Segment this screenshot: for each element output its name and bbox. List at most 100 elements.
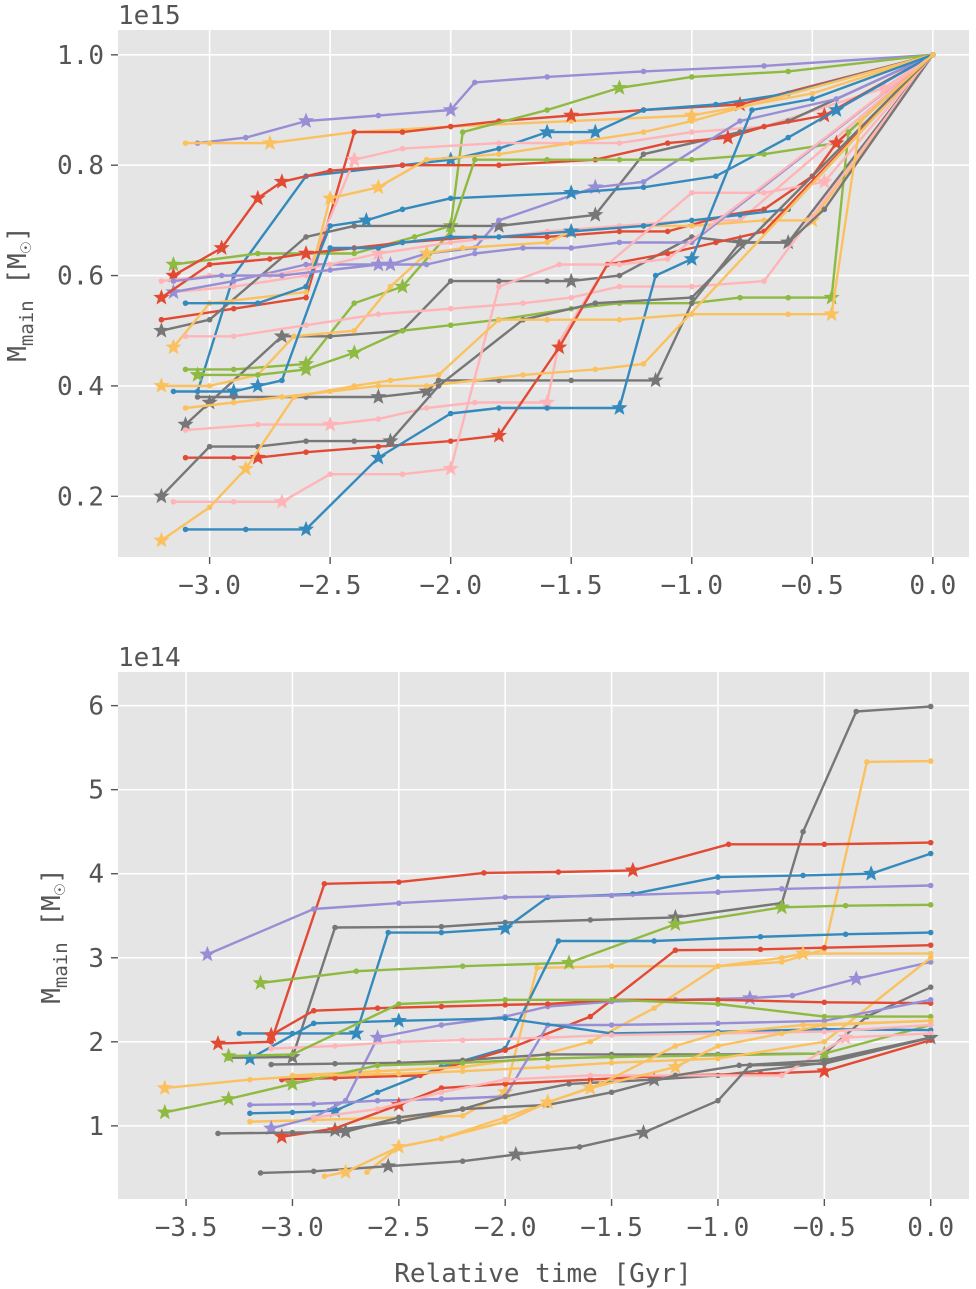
point-marker — [544, 278, 550, 284]
point-marker — [821, 1039, 828, 1045]
star-marker — [539, 123, 556, 139]
point-marker — [688, 223, 695, 229]
star-marker — [165, 256, 182, 272]
point-marker — [332, 924, 338, 931]
point-marker — [778, 1072, 785, 1079]
point-marker — [447, 305, 454, 312]
point-marker — [396, 1070, 402, 1077]
point-marker — [592, 366, 599, 373]
point-marker — [715, 1001, 721, 1007]
star-marker — [848, 970, 865, 986]
point-marker — [502, 894, 509, 901]
x-tick-label: −2.5 — [368, 1213, 431, 1243]
x-tick-label: −2.0 — [474, 1213, 537, 1243]
point-marker — [640, 151, 647, 157]
star-marker — [220, 1090, 237, 1106]
point-marker — [496, 145, 502, 152]
star-marker — [382, 432, 399, 448]
point-marker — [399, 239, 406, 246]
point-marker — [332, 1043, 338, 1049]
point-marker — [737, 118, 743, 124]
y-tick-label: 4 — [88, 860, 104, 890]
star-marker — [667, 1058, 684, 1074]
point-marker — [534, 965, 540, 971]
star-marker — [225, 383, 242, 399]
star-marker — [298, 360, 315, 377]
point-marker — [555, 869, 562, 875]
point-marker — [230, 366, 237, 373]
point-marker — [351, 383, 358, 389]
y-tick-label: 6 — [88, 692, 104, 722]
point-marker — [375, 443, 382, 450]
point-marker — [502, 1047, 509, 1054]
point-marker — [447, 278, 454, 284]
point-marker — [616, 140, 623, 146]
point-marker — [598, 1081, 604, 1087]
point-marker — [230, 499, 237, 505]
point-marker — [568, 140, 575, 146]
point-marker — [438, 1022, 445, 1028]
point-marker — [502, 1002, 509, 1008]
point-marker — [821, 1018, 828, 1024]
star-marker — [370, 449, 387, 465]
point-marker — [496, 234, 502, 240]
star-marker — [284, 1075, 301, 1091]
point-marker — [821, 1028, 828, 1035]
point-marker — [303, 438, 309, 444]
point-marker — [842, 902, 849, 909]
star-marker — [587, 178, 604, 195]
point-marker — [715, 889, 721, 896]
point-marker — [789, 992, 796, 999]
point-marker — [496, 283, 502, 290]
point-marker — [289, 1129, 296, 1136]
point-marker — [544, 1034, 551, 1041]
point-marker — [396, 1001, 402, 1007]
star-marker — [390, 1012, 407, 1028]
point-marker — [327, 245, 333, 251]
series-4 — [199, 882, 934, 962]
point-marker — [255, 421, 261, 428]
series-line — [249, 998, 931, 1107]
point-marker — [640, 184, 647, 191]
series-21 — [182, 52, 936, 433]
point-marker — [713, 239, 719, 246]
point-marker — [821, 999, 828, 1006]
star-marker — [153, 531, 170, 548]
point-marker — [303, 289, 309, 295]
point-marker — [447, 410, 454, 417]
point-marker — [291, 394, 297, 400]
y-tick-label: 1.0 — [57, 41, 104, 71]
y-tick-label: 0.8 — [57, 151, 104, 181]
point-marker — [303, 449, 309, 455]
point-marker — [268, 1045, 274, 1052]
point-marker — [459, 1158, 466, 1164]
point-marker — [927, 1030, 934, 1037]
point-marker — [374, 1106, 381, 1112]
point-marker — [616, 261, 623, 268]
star-marker — [667, 915, 684, 931]
star-marker — [611, 399, 628, 415]
point-marker — [268, 1039, 274, 1045]
top-ylabel-sub: main — [16, 300, 38, 346]
point-marker — [520, 372, 526, 378]
point-marker — [279, 272, 285, 279]
y-tick-label: 2 — [88, 1028, 104, 1058]
star-marker — [507, 1146, 524, 1162]
point-marker — [411, 234, 418, 240]
point-marker — [351, 300, 358, 306]
point-marker — [375, 416, 382, 422]
point-marker — [375, 383, 382, 389]
point-marker — [327, 167, 333, 174]
point-marker — [544, 107, 550, 113]
point-marker — [496, 217, 502, 224]
point-marker — [736, 1062, 743, 1069]
point-marker — [158, 316, 165, 323]
y-tick-label: 0.6 — [57, 262, 104, 292]
point-marker — [279, 377, 285, 384]
series-3 — [236, 850, 934, 1041]
star-marker — [263, 1119, 280, 1136]
point-marker — [399, 327, 406, 334]
star-marker — [539, 1093, 556, 1110]
point-marker — [821, 944, 828, 951]
point-marker — [608, 1060, 615, 1066]
